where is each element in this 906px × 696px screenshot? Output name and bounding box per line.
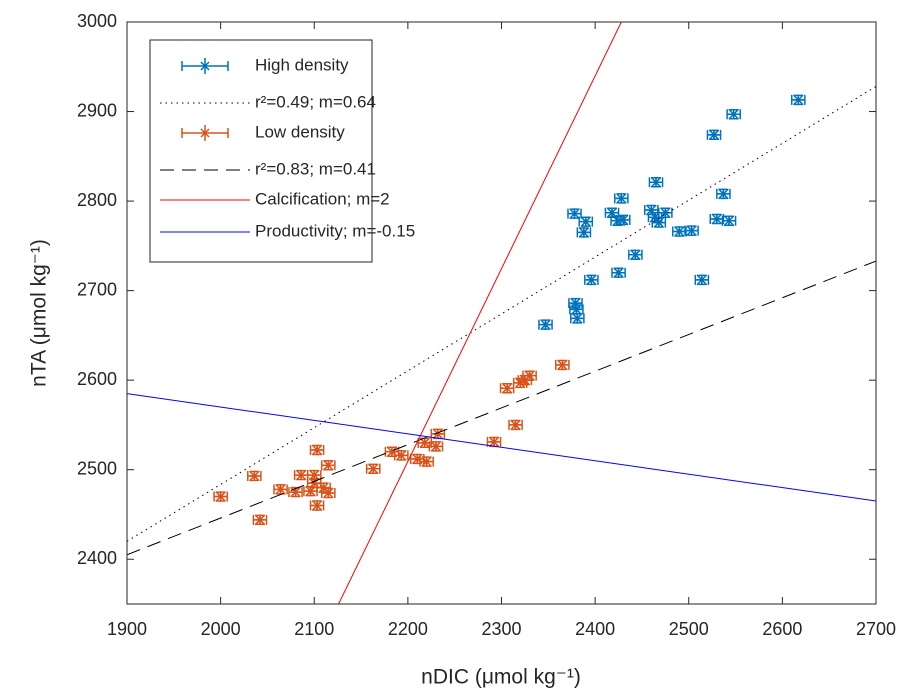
legend-marker: [181, 58, 229, 74]
data-point: [649, 211, 661, 223]
data-point: [368, 463, 379, 474]
data-point: [616, 193, 627, 204]
x-tick-label: 1900: [107, 619, 147, 639]
x-tick-label: 2500: [669, 619, 709, 639]
legend-label: Productivity; m=-0.15: [255, 221, 415, 240]
x-tick-label: 2700: [856, 619, 896, 639]
data-point: [578, 227, 590, 238]
data-point: [728, 109, 739, 120]
data-point: [580, 216, 591, 227]
data-point: [396, 450, 407, 461]
data-point: [412, 453, 423, 465]
data-point: [540, 319, 551, 330]
data-point: [557, 359, 568, 371]
data-point: [718, 188, 729, 200]
data-point: [630, 249, 641, 260]
x-tick-label: 2000: [201, 619, 241, 639]
x-tick-label: 2300: [481, 619, 521, 639]
fit-line: [127, 393, 876, 502]
data-point: [650, 177, 662, 188]
data-point: [723, 215, 735, 226]
data-point: [501, 383, 513, 394]
data-point: [311, 444, 323, 456]
data-point: [569, 208, 580, 219]
data-point: [309, 469, 320, 481]
data-point: [572, 313, 583, 324]
legend-box: [149, 39, 373, 263]
data-point: [419, 437, 430, 449]
y-axis-label: nTA (μmol kg⁻¹): [28, 239, 51, 387]
data-point: [570, 297, 581, 309]
data-point: [305, 485, 316, 497]
y-tick-label: 2600: [77, 369, 117, 389]
data-point: [421, 456, 432, 467]
data-point: [653, 217, 664, 228]
data-point: [674, 226, 685, 237]
data-point: [696, 274, 708, 286]
data-point: [309, 477, 320, 489]
data-point: [660, 207, 671, 218]
data-point: [519, 374, 531, 386]
data-point: [571, 304, 582, 315]
data-point: [586, 274, 597, 286]
y-tick-label: 3000: [77, 11, 117, 31]
plot-content: [127, 22, 876, 604]
y-tick-label: 2800: [77, 190, 117, 210]
data-point: [515, 377, 526, 389]
data-point: [488, 436, 500, 448]
data-point: [618, 214, 629, 226]
x-tick-label: 2400: [575, 619, 615, 639]
legend-label: r²=0.49; m=0.64: [255, 92, 376, 111]
data-point: [249, 470, 260, 482]
data-point: [323, 460, 334, 471]
data-point: [318, 482, 329, 493]
fit-line: [338, 22, 622, 604]
data-point: [793, 94, 804, 106]
data-point: [311, 500, 323, 511]
x-tick-label: 2100: [294, 619, 334, 639]
x-axis-label: nDIC (μmol kg⁻¹): [421, 666, 581, 689]
data-point: [606, 207, 618, 218]
y-tick-label: 2700: [77, 279, 117, 299]
data-point: [430, 441, 442, 452]
legend-marker: [181, 125, 229, 141]
data-point: [215, 491, 226, 502]
data-point: [686, 225, 697, 236]
data-point: [510, 419, 521, 431]
data-point: [612, 215, 623, 226]
data-point: [323, 487, 334, 499]
data-point: [711, 213, 723, 225]
legend-label: Calcification; m=2: [255, 189, 390, 208]
x-tick-label: 2200: [388, 619, 428, 639]
legend: High density r²=0.49; m=0.64 Low density r²…: [149, 39, 415, 263]
legend-label: High density: [255, 55, 349, 74]
data-point: [275, 484, 286, 495]
data-point: [290, 486, 301, 498]
data-point: [646, 204, 657, 216]
data-point: [295, 469, 307, 481]
data-point: [254, 514, 266, 526]
y-tick-label: 2500: [77, 458, 117, 478]
y-tick-label: 2900: [77, 100, 117, 120]
data-point: [708, 129, 720, 141]
data-point: [432, 428, 444, 440]
legend-label: r²=0.83; m=0.41: [255, 159, 376, 178]
legend-label: Low density: [255, 122, 345, 141]
data-point: [613, 267, 624, 278]
y-tick-label: 2400: [77, 548, 117, 568]
data-point: [386, 446, 398, 457]
fit-line: [127, 260, 876, 556]
x-tick-label: 2600: [762, 619, 802, 639]
